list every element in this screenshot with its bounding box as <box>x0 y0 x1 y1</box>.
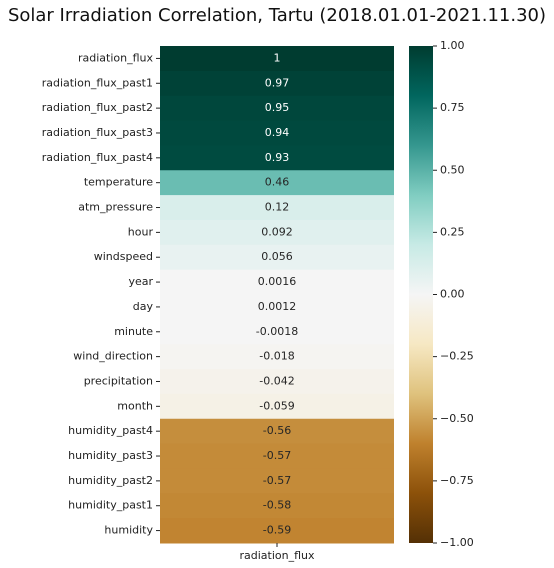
heatmap-cell <box>160 170 394 196</box>
heatmap-cell <box>160 46 394 72</box>
y-tick-label: radiation_flux_past4 <box>42 151 153 164</box>
colorbar <box>409 46 433 543</box>
cell-label: -0.018 <box>259 350 294 363</box>
y-tick-label: day <box>133 300 154 313</box>
cell-label: -0.57 <box>263 474 291 487</box>
y-tick-label: wind_direction <box>73 350 153 363</box>
heatmap-cell <box>160 70 394 97</box>
chart-title: Solar Irradiation Correlation, Tartu (20… <box>8 5 546 26</box>
cell-label: 0.94 <box>265 126 290 139</box>
y-tick-label: hour <box>128 225 154 238</box>
cell-label: 0.93 <box>265 151 290 164</box>
y-tick-label: minute <box>114 325 153 338</box>
heatmap-cell <box>160 443 394 469</box>
cell-label: -0.059 <box>259 399 294 412</box>
y-tick-label: humidity_past2 <box>68 474 153 487</box>
colorbar-tick-label: 0.25 <box>440 225 465 238</box>
heatmap-cell <box>160 244 394 271</box>
heatmap-cell <box>160 344 394 370</box>
y-tick-label: humidity_past3 <box>68 449 153 462</box>
colorbar-tick-label: 0.50 <box>440 163 465 176</box>
heatmap-cell <box>160 493 394 519</box>
heatmap-cell <box>160 145 394 171</box>
cell-label: 0.092 <box>261 225 293 238</box>
colorbar-tick-label: −1.00 <box>440 536 474 549</box>
heatmap-cell <box>160 418 394 445</box>
y-tick-label: windspeed <box>94 250 153 263</box>
heatmap-cell <box>160 319 394 345</box>
cell-label: -0.0018 <box>256 325 298 338</box>
heatmap-cell <box>160 294 394 320</box>
cell-label: -0.56 <box>263 424 291 437</box>
cell-label: -0.58 <box>263 499 291 512</box>
cell-label: 0.0012 <box>258 300 297 313</box>
cell-label: 0.95 <box>265 101 290 114</box>
y-tick-label: radiation_flux <box>78 51 154 64</box>
y-tick-label: month <box>117 399 153 412</box>
cell-label: -0.57 <box>263 449 291 462</box>
colorbar-tick-label: −0.25 <box>440 350 474 363</box>
y-tick-label: temperature <box>84 176 153 189</box>
cell-label: -0.59 <box>263 524 291 537</box>
y-tick-label: radiation_flux_past1 <box>42 76 153 89</box>
y-tick-label: radiation_flux_past3 <box>42 126 153 139</box>
y-tick-label: humidity_past4 <box>68 424 153 437</box>
cell-label: 0.12 <box>265 201 290 214</box>
cell-label: 1 <box>274 51 281 64</box>
cell-label: 0.0016 <box>258 275 297 288</box>
y-tick-label: humidity_past1 <box>68 499 153 512</box>
heatmap-cell <box>160 369 394 395</box>
heatmap-cell <box>160 219 394 246</box>
colorbar-tick-label: −0.75 <box>440 474 474 487</box>
cell-label: -0.042 <box>259 374 294 387</box>
colorbar-tick-label: 0.75 <box>440 101 465 114</box>
y-tick-label: precipitation <box>84 374 153 387</box>
heatmap-cell <box>160 468 394 494</box>
heatmap-cell <box>160 120 394 146</box>
y-tick-label: humidity <box>104 524 153 537</box>
x-tick-label: radiation_flux <box>239 549 315 562</box>
heatmap-cell <box>160 195 394 221</box>
heatmap-cell <box>160 269 394 295</box>
cell-label: 0.056 <box>261 250 293 263</box>
colorbar-tick-label: −0.50 <box>440 412 474 425</box>
cell-label: 0.46 <box>265 176 290 189</box>
y-tick-label: year <box>128 275 153 288</box>
y-tick-label: atm_pressure <box>78 201 153 214</box>
colorbar-tick-label: 0.00 <box>440 288 465 301</box>
heatmap-cell <box>160 518 394 544</box>
y-tick-label: radiation_flux_past2 <box>42 101 153 114</box>
heatmap-cell <box>160 393 394 420</box>
colorbar-tick-label: 1.00 <box>440 39 465 52</box>
cell-label: 0.97 <box>265 76 290 89</box>
heatmap-cell <box>160 95 394 122</box>
